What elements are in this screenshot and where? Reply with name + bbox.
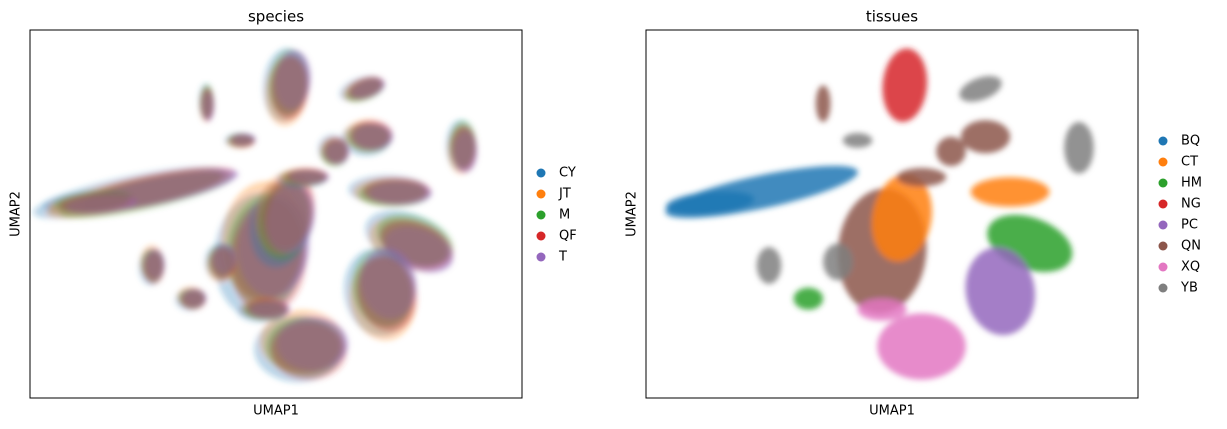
legend-label: CY bbox=[559, 166, 576, 181]
legend-label: QF bbox=[559, 229, 577, 244]
point-cloud bbox=[270, 319, 341, 373]
point-cloud bbox=[285, 169, 326, 185]
legend-label: YB bbox=[1180, 281, 1198, 296]
legend-label: QN bbox=[1181, 239, 1201, 254]
legend-label: JT bbox=[558, 187, 571, 202]
point-cloud bbox=[793, 287, 824, 310]
legend-marker bbox=[1158, 241, 1168, 251]
legend-marker bbox=[1158, 220, 1168, 230]
point-cloud bbox=[58, 193, 130, 213]
point-cloud bbox=[246, 300, 286, 319]
point-cloud bbox=[842, 133, 873, 148]
legend-marker bbox=[1158, 262, 1168, 272]
point-cloud bbox=[960, 120, 1011, 154]
point-clouds bbox=[33, 48, 478, 383]
legend-marker bbox=[536, 168, 546, 178]
point-cloud bbox=[347, 78, 382, 100]
plot-frame bbox=[645, 29, 1139, 399]
point-cloud bbox=[970, 177, 1050, 207]
point-cloud bbox=[871, 173, 932, 262]
point-cloud bbox=[815, 85, 831, 122]
x-axis-label: UMAP1 bbox=[869, 404, 915, 419]
point-cloud bbox=[1064, 121, 1094, 174]
point-cloud bbox=[756, 247, 782, 284]
legend-label: CT bbox=[1181, 155, 1198, 170]
point-cloud bbox=[356, 256, 413, 327]
legend-marker bbox=[536, 252, 546, 262]
legend-marker bbox=[1158, 199, 1168, 209]
point-cloud bbox=[229, 134, 254, 147]
point-cloud bbox=[143, 250, 163, 281]
point-cloud bbox=[180, 289, 205, 308]
point-cloud bbox=[936, 136, 966, 167]
legend-label: NG bbox=[1181, 197, 1201, 212]
point-cloud bbox=[823, 243, 853, 281]
legend-marker bbox=[1158, 136, 1168, 146]
point-cloud bbox=[451, 127, 475, 169]
point-cloud bbox=[896, 168, 947, 187]
legend-marker bbox=[536, 189, 546, 199]
point-clouds bbox=[665, 48, 1094, 380]
legend-label: PC bbox=[1181, 218, 1198, 233]
point-cloud bbox=[270, 55, 307, 115]
point-cloud bbox=[210, 247, 234, 277]
chart-title: tissues bbox=[866, 8, 918, 26]
y-axis-label: UMAP2 bbox=[9, 191, 24, 237]
point-cloud bbox=[201, 88, 214, 119]
legend-marker bbox=[536, 231, 546, 241]
legend-marker bbox=[1158, 283, 1168, 293]
legend-marker bbox=[536, 210, 546, 220]
legend-marker bbox=[1158, 157, 1168, 167]
point-cloud bbox=[882, 48, 928, 122]
x-axis-label: UMAP1 bbox=[253, 404, 299, 419]
point-cloud bbox=[362, 180, 426, 204]
point-cloud bbox=[665, 191, 755, 215]
point-cloud bbox=[261, 182, 310, 253]
point-cloud bbox=[877, 313, 966, 380]
point-cloud bbox=[959, 76, 1002, 102]
legend-label: HM bbox=[1181, 176, 1202, 191]
legend-marker bbox=[1158, 178, 1168, 188]
point-cloud bbox=[857, 298, 907, 321]
plot-frame bbox=[29, 29, 523, 399]
legend-label: M bbox=[559, 208, 570, 223]
point-cloud bbox=[965, 247, 1036, 336]
point-cloud bbox=[349, 123, 390, 150]
legend-label: T bbox=[558, 250, 567, 265]
chart-title: species bbox=[248, 8, 304, 26]
y-axis-label: UMAP2 bbox=[625, 191, 640, 237]
legend-label: BQ bbox=[1181, 134, 1200, 149]
point-cloud bbox=[323, 139, 347, 164]
legend-label: XQ bbox=[1181, 260, 1200, 275]
